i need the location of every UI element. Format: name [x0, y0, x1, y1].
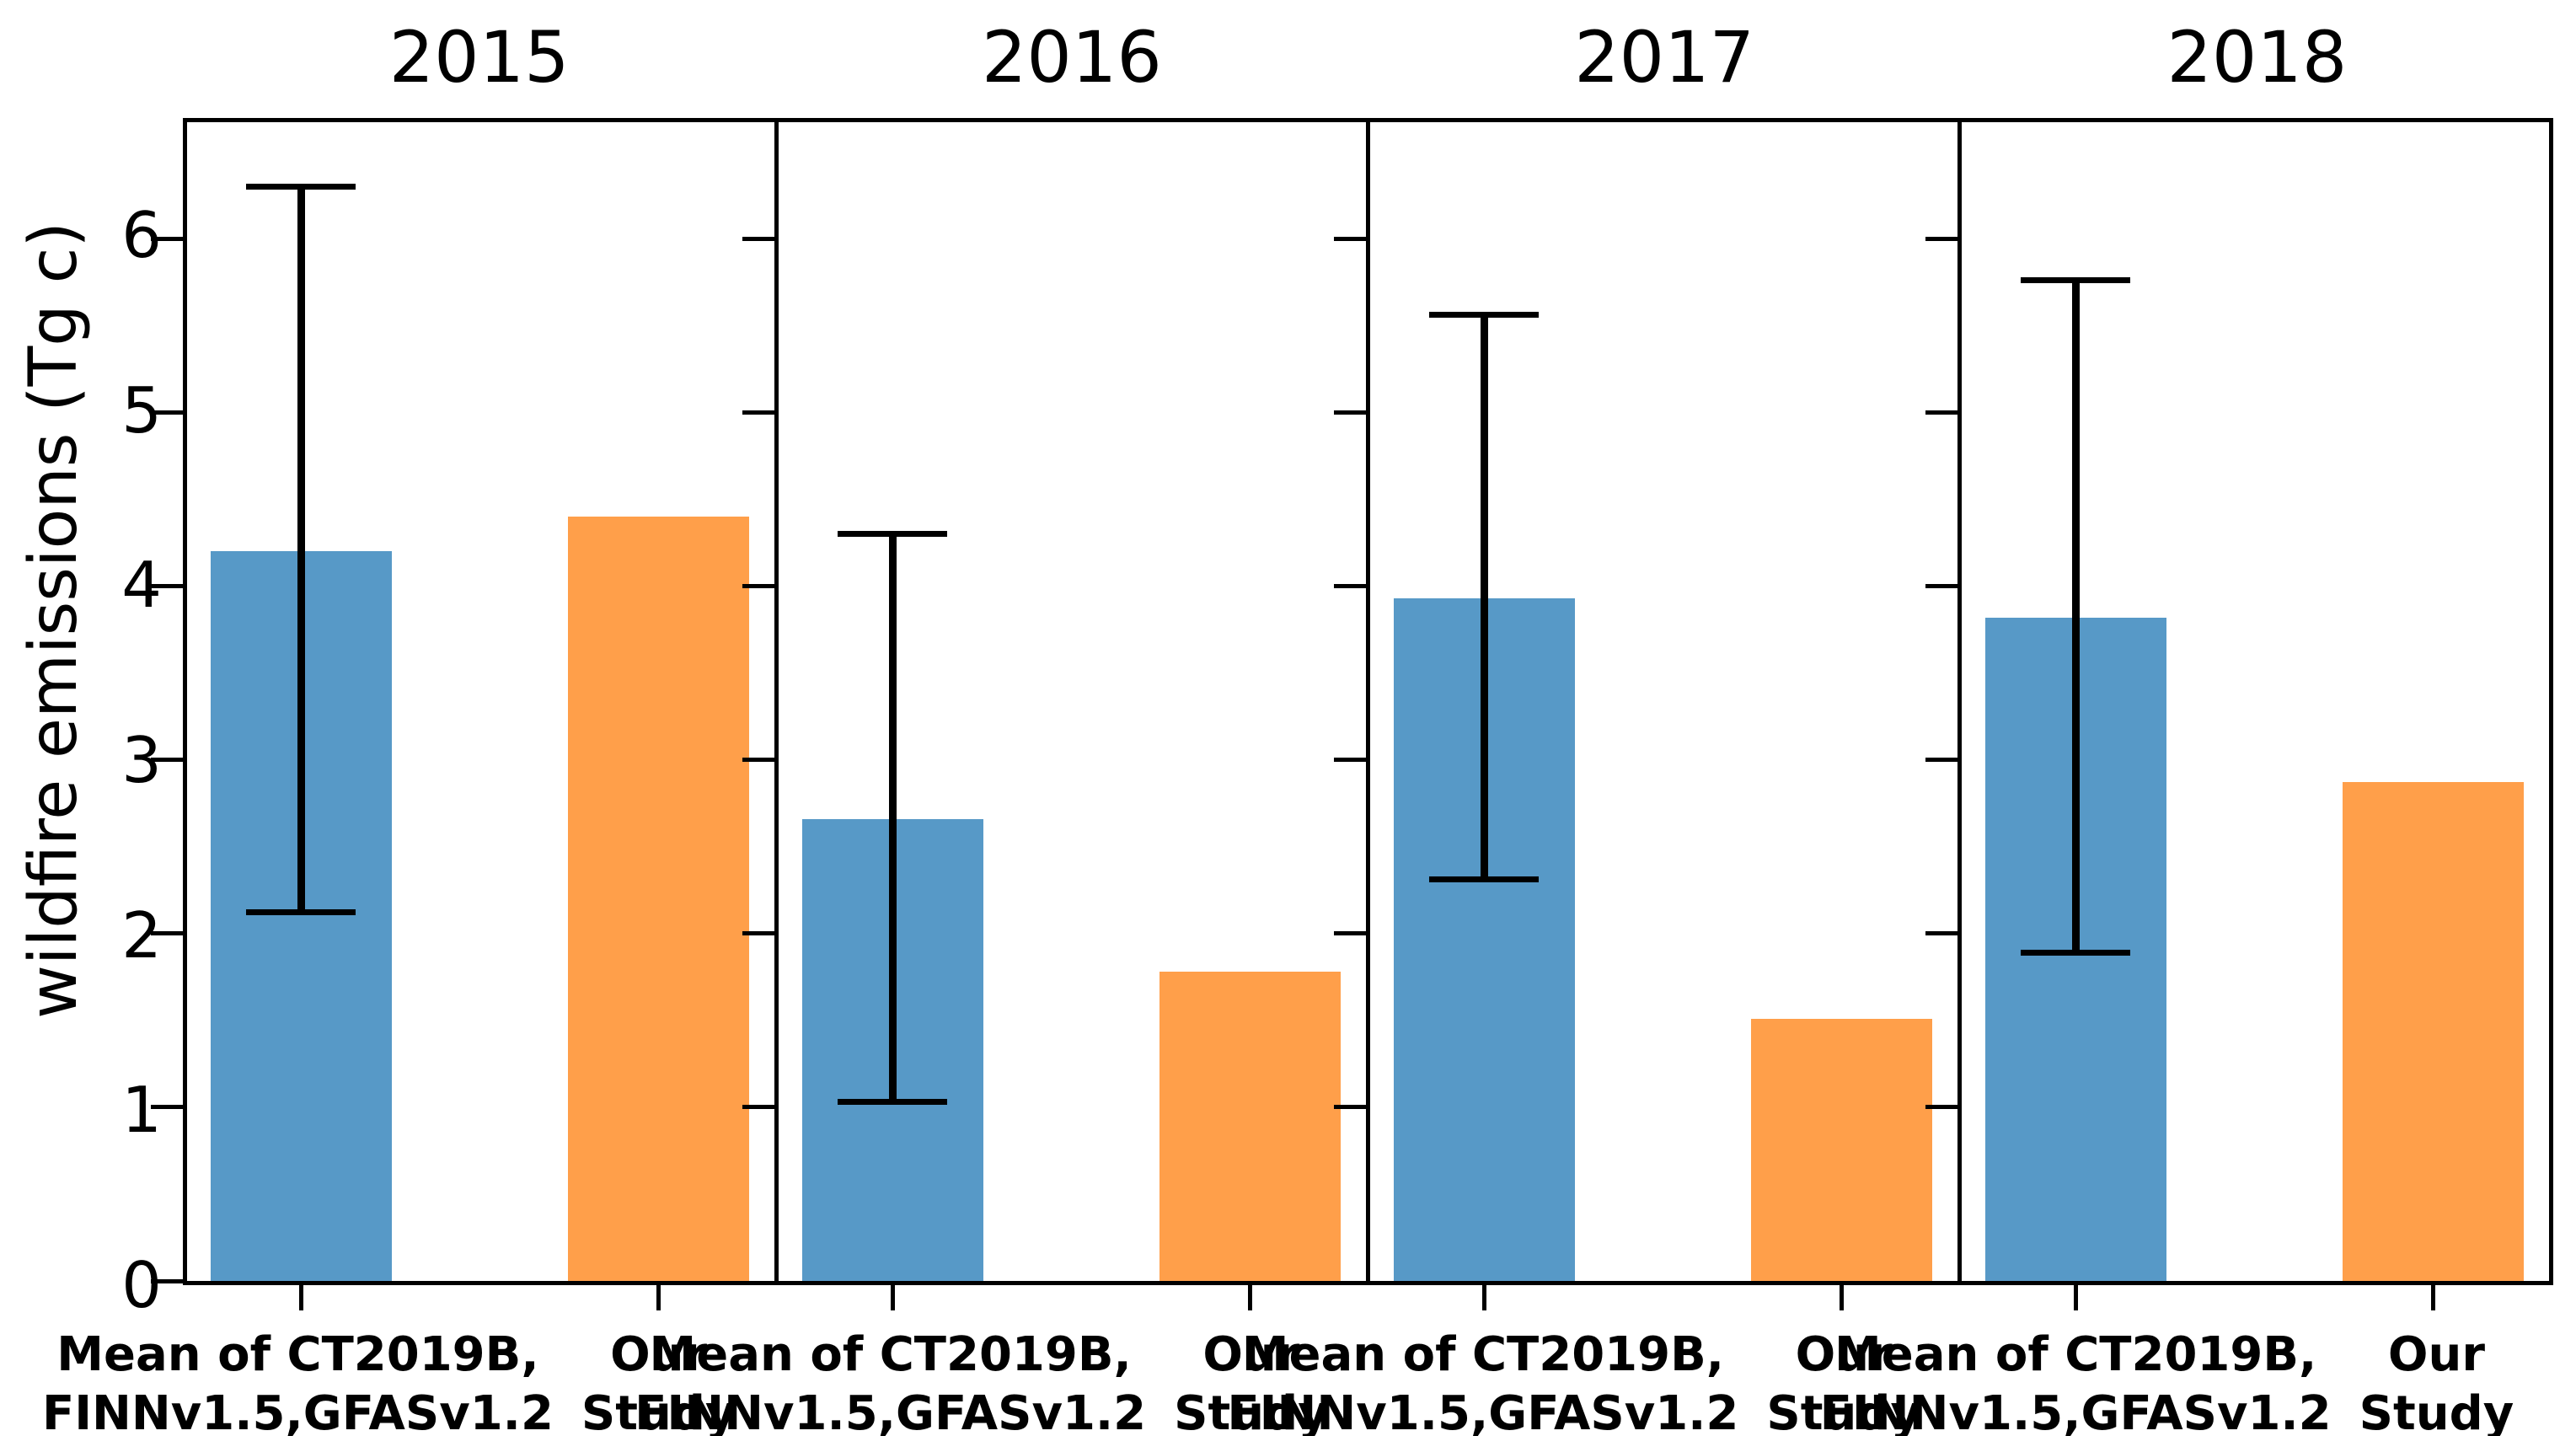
y-tick-mark-2: [1334, 931, 1366, 936]
y-tick-mark-4: [151, 583, 183, 588]
y-tick-mark-1: [742, 1105, 774, 1110]
y-tick-label-5: 5: [121, 372, 162, 447]
error-bar-cap-bottom-2017: [1429, 876, 1540, 883]
x-tick-mark-mean-2018: [2073, 1285, 2078, 1310]
error-bar-cap-top-2018: [2021, 277, 2131, 284]
panel-title-2015: 2015: [388, 16, 570, 99]
panel-title-2018: 2018: [2166, 16, 2348, 99]
panel-title-2017: 2017: [1574, 16, 1755, 99]
error-bar-stem-2015: [297, 186, 305, 913]
error-bar-cap-bottom-2015: [246, 909, 356, 916]
y-tick-mark-5: [1334, 410, 1366, 415]
our-study-bar-2017: [1751, 1018, 1933, 1281]
error-bar-cap-top-2016: [838, 531, 948, 538]
y-tick-mark-5: [742, 410, 774, 415]
x-tick-mark-our-study-2018: [2431, 1285, 2436, 1310]
x-tick-mark-our-study-2015: [656, 1285, 661, 1310]
panel-2015: [151, 122, 774, 1310]
error-bar-cap-top-2015: [246, 183, 356, 190]
y-tick-mark-1: [1334, 1105, 1366, 1110]
x-tick-label-mean-2017: Mean of CT2019B, FINNv1.5,GFASv1.2: [1227, 1327, 1739, 1436]
y-tick-mark-3: [1925, 758, 1957, 763]
y-tick-mark-2: [1925, 931, 1957, 936]
x-tick-mark-our-study-2017: [1840, 1285, 1845, 1310]
y-tick-mark-0: [151, 1278, 183, 1283]
error-bar-stem-2016: [888, 533, 897, 1102]
panel-2016: [742, 122, 1366, 1310]
error-bar-stem-2017: [1480, 314, 1488, 880]
plot-area: [151, 118, 2553, 1310]
error-bar-cap-top-2017: [1429, 312, 1540, 319]
y-tick-label-2: 2: [121, 898, 162, 973]
x-tick-label-our-study-2017: Our Study: [1766, 1327, 1921, 1436]
y-tick-label-4: 4: [121, 548, 162, 623]
y-tick-mark-2: [742, 931, 774, 936]
y-tick-mark-2: [151, 931, 183, 936]
x-tick-label-mean-2016: Mean of CT2019B, FINNv1.5,GFASv1.2: [635, 1327, 1147, 1436]
x-tick-label-our-study-2018: Our Study: [2359, 1327, 2514, 1436]
y-tick-label-6: 6: [121, 198, 162, 273]
our-study-bar-2015: [568, 516, 750, 1281]
y-tick-mark-6: [1334, 236, 1366, 241]
x-tick-mark-mean-2017: [1481, 1285, 1486, 1310]
y-tick-mark-5: [1925, 410, 1957, 415]
error-bar-cap-bottom-2016: [838, 1099, 948, 1106]
y-tick-mark-3: [1334, 758, 1366, 763]
y-tick-mark-1: [151, 1105, 183, 1110]
y-tick-mark-4: [1334, 583, 1366, 588]
panel-2018: [1925, 122, 2549, 1310]
our-study-bar-2018: [2343, 782, 2525, 1281]
y-tick-label-1: 1: [121, 1073, 162, 1148]
x-tick-label-our-study-2015: Our Study: [581, 1327, 736, 1436]
y-tick-mark-3: [742, 758, 774, 763]
x-tick-mark-mean-2016: [890, 1285, 895, 1310]
panel-title-2016: 2016: [981, 16, 1162, 99]
y-tick-mark-6: [742, 236, 774, 241]
x-tick-label-mean-2015: Mean of CT2019B, FINNv1.5,GFASv1.2: [41, 1327, 554, 1436]
x-tick-mark-mean-2015: [298, 1285, 303, 1310]
y-tick-mark-4: [1925, 583, 1957, 588]
y-tick-label-3: 3: [121, 723, 162, 798]
y-tick-label-0: 0: [121, 1248, 162, 1322]
panel-2017: [1334, 122, 1957, 1310]
x-tick-label-our-study-2016: Our Study: [1174, 1327, 1329, 1436]
our-study-bar-2016: [1159, 972, 1342, 1281]
y-tick-mark-3: [151, 758, 183, 763]
error-bar-cap-bottom-2018: [2021, 949, 2131, 956]
y-tick-mark-6: [1925, 236, 1957, 241]
y-tick-mark-1: [1925, 1105, 1957, 1110]
x-tick-mark-our-study-2016: [1248, 1285, 1253, 1310]
y-tick-mark-6: [151, 236, 183, 241]
error-bar-stem-2018: [2071, 280, 2080, 953]
y-tick-mark-5: [151, 410, 183, 415]
x-tick-label-mean-2018: Mean of CT2019B, FINNv1.5,GFASv1.2: [1819, 1327, 2332, 1436]
y-tick-mark-4: [742, 583, 774, 588]
